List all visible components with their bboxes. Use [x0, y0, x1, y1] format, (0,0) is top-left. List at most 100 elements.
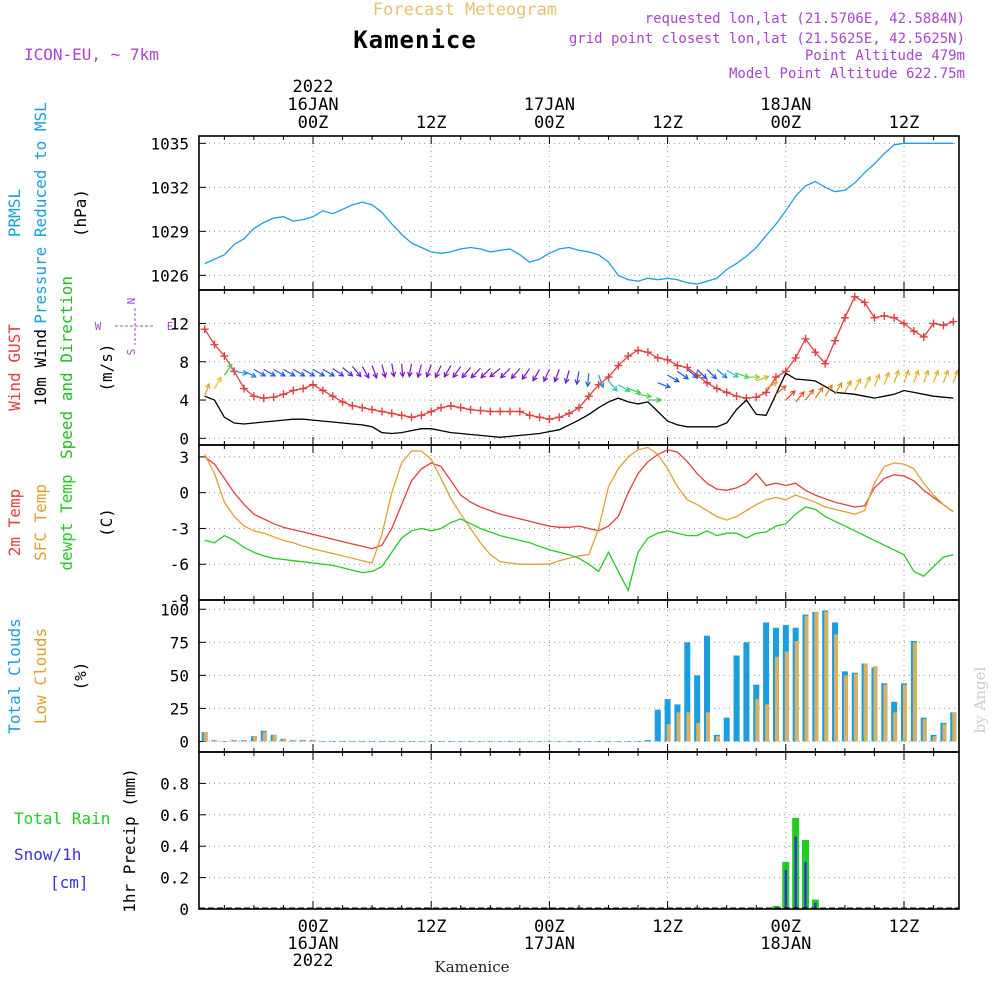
wind-arrow	[243, 370, 257, 378]
requested-coords: requested lon,lat (21.5706E, 42.5884N)	[645, 11, 965, 27]
panel-label: 10m Wind	[31, 329, 50, 406]
total-cloud-bar	[408, 741, 415, 743]
total-cloud-bar	[536, 741, 543, 743]
wind-arrow	[932, 370, 939, 384]
snow-bar	[794, 836, 797, 909]
wind-arrow	[775, 385, 787, 395]
total-cloud-bar	[664, 699, 671, 742]
top-time-label: 2022	[293, 77, 334, 97]
wind-arrow	[785, 390, 796, 401]
wind-arrow-head	[372, 372, 378, 379]
compass-w: W	[95, 320, 102, 333]
bottom-time-label: 00Z	[534, 917, 565, 937]
total-cloud-bar	[418, 741, 425, 743]
snow-bar	[804, 861, 807, 909]
low-cloud-bar	[893, 712, 898, 742]
y-tick-label: 0	[179, 732, 189, 751]
wind-arrow	[765, 381, 778, 390]
total-cloud-bar	[595, 741, 602, 743]
gust-marker	[870, 313, 879, 322]
compass-rose: N S W E	[95, 298, 174, 356]
gust-marker	[417, 411, 426, 420]
wind-arrow	[696, 368, 707, 380]
y-tick-label: 0	[179, 484, 189, 503]
wind-arrow	[480, 368, 491, 379]
gust-marker	[771, 373, 780, 382]
wind-arrow-head	[480, 372, 487, 379]
wind-arrow-head	[743, 373, 750, 380]
wind-arrow-head	[416, 372, 422, 379]
low-cloud-bar	[272, 734, 277, 742]
panel-label: Total Clouds	[5, 618, 24, 734]
low-cloud-bar	[706, 712, 710, 742]
location-title: Kamenice	[353, 26, 477, 54]
gust-marker	[919, 332, 928, 341]
gust-marker	[850, 292, 859, 301]
wind-arrow	[361, 366, 370, 379]
wind-arrow-head	[269, 371, 277, 377]
wind-arrow	[283, 368, 296, 377]
gust-marker	[574, 403, 583, 412]
low-cloud-bar	[942, 724, 947, 742]
gust-marker	[604, 373, 613, 382]
low-cloud-bar	[853, 674, 858, 742]
total-cloud-bar	[349, 741, 356, 743]
gust-marker	[348, 401, 357, 410]
wind-arrow-head	[763, 375, 770, 381]
gust-marker	[486, 407, 495, 416]
snow-bar	[784, 869, 787, 909]
low-cloud-bar	[804, 615, 809, 742]
y-tick-label: 25	[170, 699, 189, 718]
gust-marker	[860, 298, 869, 307]
wind-arrow	[805, 389, 814, 401]
y-tick-label: 1032	[150, 178, 189, 197]
y-tick-label: 4	[179, 391, 189, 410]
label-snow: Snow/1h	[14, 845, 81, 864]
gust-marker	[210, 340, 219, 349]
total-cloud-bar	[654, 709, 661, 742]
gust-marker	[880, 311, 889, 320]
gust-marker	[269, 393, 278, 402]
series-prmsl	[204, 142, 954, 285]
low-cloud-bar	[952, 712, 957, 742]
total-cloud-bar	[378, 741, 385, 743]
wind-arrow	[844, 380, 852, 393]
wind-arrow-head	[894, 369, 900, 376]
wind-arrow	[302, 368, 315, 377]
low-cloud-bar	[824, 611, 829, 742]
gust-marker	[565, 409, 574, 418]
panel-label: Speed and Direction	[57, 276, 76, 459]
label-precip-axis: 1hr Precip (mm)	[120, 768, 139, 913]
wind-arrow-head	[624, 386, 631, 392]
wind-arrow	[667, 374, 680, 383]
total-cloud-bar	[221, 741, 228, 743]
wind-arrow	[435, 365, 442, 378]
wind-arrow-head	[692, 372, 699, 379]
gust-marker	[515, 407, 524, 416]
gust-marker	[456, 403, 465, 412]
top-time-label: 16JAN	[287, 95, 338, 115]
gust-marker	[200, 325, 209, 334]
wind-arrow	[443, 365, 452, 378]
wind-arrow-head	[499, 372, 506, 379]
bottom-time-label: 18JAN	[760, 934, 811, 954]
y-tick-label: 12	[170, 314, 189, 333]
gust-marker	[535, 413, 544, 422]
wind-arrow	[532, 369, 541, 381]
total-cloud-bar	[743, 642, 750, 742]
wind-arrow-head	[856, 377, 862, 384]
total-cloud-bar	[644, 740, 651, 742]
wind-arrow	[543, 369, 550, 382]
gust-marker	[909, 327, 918, 336]
rain-bar	[772, 905, 780, 909]
panel-label: PRMSL	[5, 189, 24, 237]
gust-marker	[821, 359, 830, 368]
gust-marker	[762, 388, 771, 397]
gust-marker	[427, 407, 436, 416]
wind-arrow-head	[884, 371, 891, 378]
low-cloud-bar	[883, 684, 888, 742]
wind-arrow	[521, 368, 531, 380]
y-tick-label: 0	[179, 900, 189, 919]
